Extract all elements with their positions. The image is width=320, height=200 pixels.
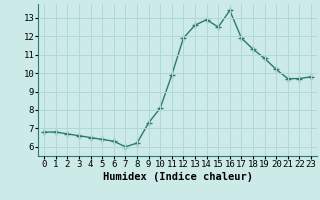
X-axis label: Humidex (Indice chaleur): Humidex (Indice chaleur) [103, 172, 252, 182]
